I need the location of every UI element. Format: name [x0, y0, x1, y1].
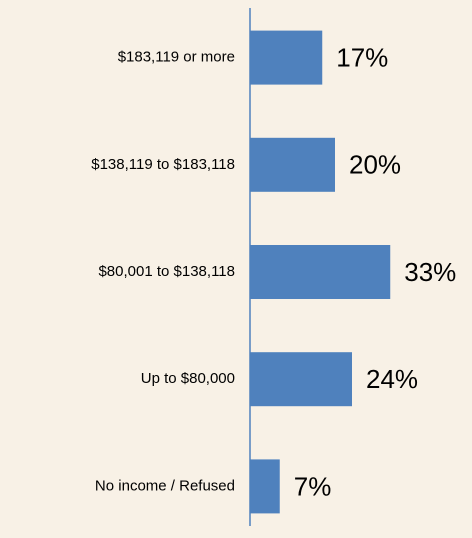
value-label: 24% — [366, 364, 418, 394]
bar — [250, 352, 352, 407]
value-label: 20% — [349, 150, 401, 180]
bar — [250, 459, 280, 514]
value-label: 7% — [294, 471, 332, 501]
category-label: $80,001 to $138,118 — [98, 263, 235, 280]
category-label: Up to $80,000 — [141, 370, 235, 387]
category-label: No income / Refused — [95, 477, 235, 494]
bar — [250, 30, 323, 85]
category-label: $183,119 or more — [118, 49, 235, 66]
value-label: 33% — [404, 257, 456, 287]
value-label: 17% — [336, 42, 388, 72]
category-label: $138,119 to $183,118 — [91, 156, 235, 173]
bar — [250, 245, 391, 299]
bar — [250, 137, 335, 192]
